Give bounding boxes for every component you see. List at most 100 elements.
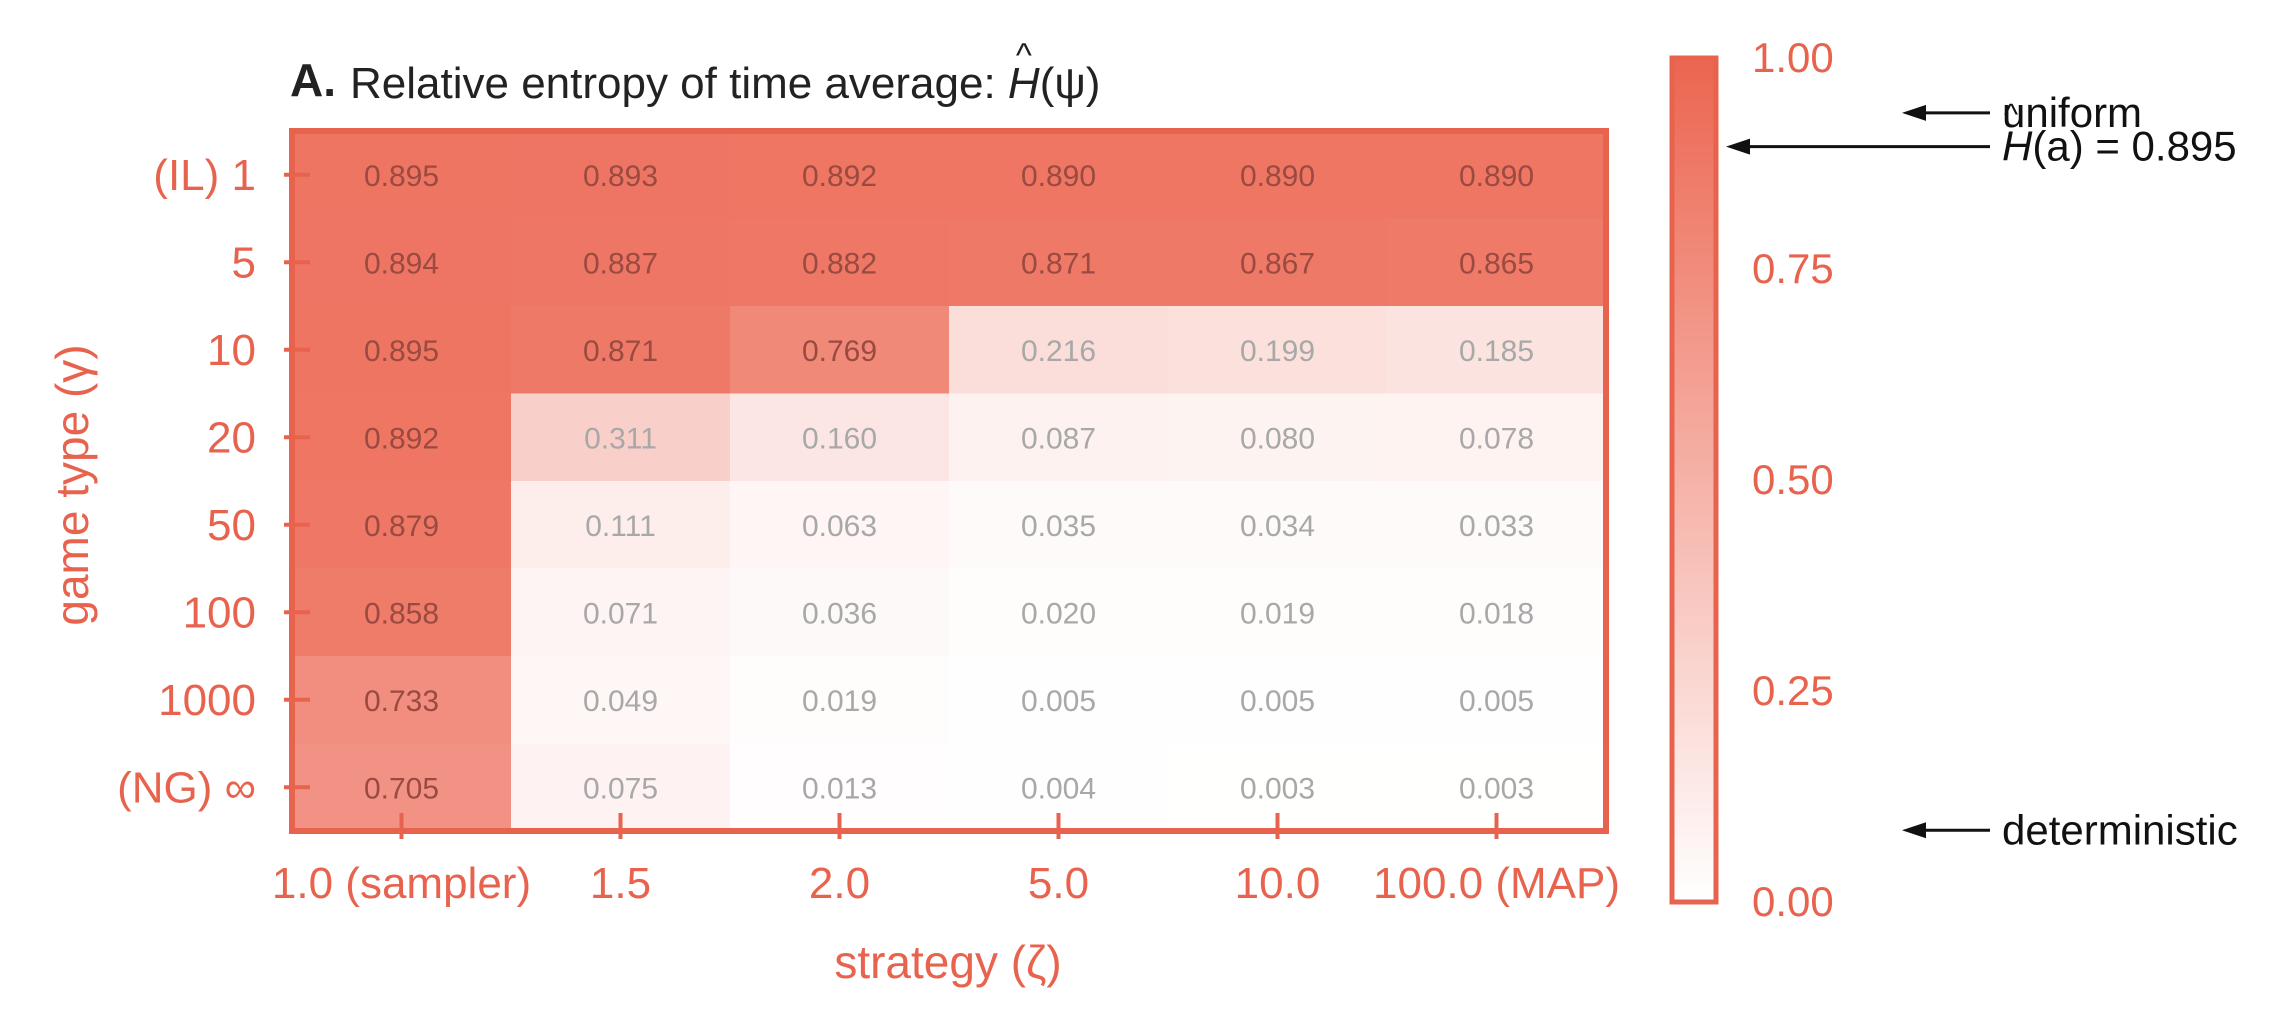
y-axis-label: game type (γ) xyxy=(46,344,98,625)
heatmap-cell xyxy=(1387,656,1607,744)
heatmap-cells xyxy=(292,131,1607,832)
heatmap-cell-label: 0.005 xyxy=(1240,685,1315,718)
heatmap-cell xyxy=(1168,218,1388,307)
y-tick-label: 100 xyxy=(183,588,256,637)
heatmap-cell xyxy=(1387,568,1607,657)
heatmap-cell-label: 0.080 xyxy=(1240,422,1315,455)
heatmap-cell-label: 0.033 xyxy=(1459,510,1534,543)
heatmap-cell xyxy=(730,306,950,394)
heatmap-cell-label: 0.769 xyxy=(802,335,877,368)
heatmap-cell-label: 0.893 xyxy=(583,160,658,193)
heatmap-cell xyxy=(1387,131,1607,219)
annotation-arrow-head xyxy=(1902,822,1926,839)
annotation-arrow-head xyxy=(1726,138,1750,155)
heatmap-cell-label: 0.890 xyxy=(1240,160,1315,193)
heatmap-cell-label: 0.892 xyxy=(364,422,439,455)
heatmap-cell-labels: 0.895 0.893 0.892 0.890 0.890 0.890 0.894 0.887… xyxy=(364,160,1534,806)
heatmap-cell xyxy=(1387,218,1607,307)
heatmap-cell-label: 0.199 xyxy=(1240,335,1315,368)
colorbar-tick-label: 1.00 xyxy=(1752,34,1834,81)
heatmap-cell-label: 0.035 xyxy=(1021,510,1096,543)
heatmap-cell xyxy=(949,568,1169,657)
x-tick-label: 10.0 xyxy=(1235,859,1321,908)
heatmap-cell-label: 0.160 xyxy=(802,422,877,455)
heatmap-cell xyxy=(730,218,950,307)
colorbar-tick-label: 0.25 xyxy=(1752,667,1834,714)
title-arg: (ψ) xyxy=(1040,59,1101,108)
heatmap-cell-label: 0.871 xyxy=(583,335,658,368)
heatmap-cell-label: 0.018 xyxy=(1459,597,1534,630)
y-tick-label: (NG) ∞ xyxy=(117,763,256,812)
heatmap-cell-label: 0.036 xyxy=(802,597,877,630)
annotation-arrow-head xyxy=(1902,104,1926,121)
heatmap-cell-label: 0.892 xyxy=(802,160,877,193)
heatmap-cell-label: 0.895 xyxy=(364,160,439,193)
heatmap-cell-label: 0.733 xyxy=(364,685,439,718)
heatmap-cell-label: 0.005 xyxy=(1021,685,1096,718)
y-tick-label: 20 xyxy=(207,413,256,462)
heatmap-cell-label: 0.887 xyxy=(583,247,658,280)
heatmap-cell-label: 0.019 xyxy=(1240,597,1315,630)
heatmap-cell-label: 0.216 xyxy=(1021,335,1096,368)
colorbar-tick-label: 0.75 xyxy=(1752,245,1834,292)
x-axis-label: strategy (ζ) xyxy=(834,936,1061,988)
x-tick-label: 1.5 xyxy=(590,859,651,908)
heatmap-cell xyxy=(292,393,512,482)
colorbar-tick-label: 0.00 xyxy=(1752,878,1834,925)
annotation-hat-accent: ^ xyxy=(2004,99,2018,132)
heatmap-cell xyxy=(949,481,1169,569)
annotation-deterministic: deterministic xyxy=(2002,806,2238,853)
heatmap-cell xyxy=(1168,656,1388,744)
y-tick-label: (IL) 1 xyxy=(153,151,256,200)
title-symbol: H xyxy=(1008,59,1040,108)
heatmap-cell-label: 0.004 xyxy=(1021,772,1096,805)
heatmap-cell-label: 0.890 xyxy=(1459,160,1534,193)
heatmap-cell-label: 0.882 xyxy=(802,247,877,280)
y-tick-label: 10 xyxy=(207,326,256,375)
heatmap-cell xyxy=(730,393,950,482)
y-tick-label: 1000 xyxy=(158,676,256,725)
x-tick-label: 2.0 xyxy=(809,859,870,908)
annotation-uniform: uniform xyxy=(2002,89,2142,136)
heatmap-cell-label: 0.020 xyxy=(1021,597,1096,630)
heatmap-cell xyxy=(1168,481,1388,569)
heatmap-cell-label: 0.075 xyxy=(583,772,658,805)
heatmap-cell-label: 0.890 xyxy=(1021,160,1096,193)
heatmap-cell-label: 0.087 xyxy=(1021,422,1096,455)
heatmap-cell-label: 0.013 xyxy=(802,772,877,805)
heatmap-cell xyxy=(949,656,1169,744)
chart-title: A. Relative entropy of time average: H(ψ… xyxy=(290,37,1100,108)
heatmap-cell xyxy=(511,393,731,482)
colorbar-tick-label: 0.50 xyxy=(1752,456,1834,503)
heatmap-cell-label: 0.071 xyxy=(583,597,658,630)
heatmap-cell xyxy=(1168,568,1388,657)
y-tick-label: 5 xyxy=(232,238,256,287)
annotation-h-a: H(a) = 0.895 xyxy=(2002,123,2237,170)
colorbar xyxy=(1669,55,1719,905)
heatmap-cell-label: 0.078 xyxy=(1459,422,1534,455)
heatmap-cell-label: 0.111 xyxy=(585,510,656,543)
heatmap-cell xyxy=(949,393,1169,482)
heatmap-cell xyxy=(292,568,512,657)
heatmap-cell xyxy=(1387,393,1607,482)
heatmap-cell xyxy=(511,306,731,394)
heatmap-cell xyxy=(511,218,731,307)
heatmap-cell-label: 0.894 xyxy=(364,247,439,280)
heatmap-cell xyxy=(511,481,731,569)
heatmap-cell-label: 0.034 xyxy=(1240,510,1315,543)
heatmap-cell xyxy=(1387,306,1607,394)
heatmap-cell xyxy=(292,306,512,394)
heatmap-cell xyxy=(1168,393,1388,482)
heatmap-cell-label: 0.185 xyxy=(1459,335,1534,368)
x-axis-ticks: 1.0 (sampler) 1.5 2.0 5.0 10.0 100.0 (MAP) xyxy=(272,813,1620,908)
heatmap-cell-label: 0.003 xyxy=(1240,772,1315,805)
heatmap-cell-label: 0.867 xyxy=(1240,247,1315,280)
heatmap-cell-label: 0.858 xyxy=(364,597,439,630)
heatmap-cell xyxy=(949,306,1169,394)
heatmap-cell xyxy=(949,131,1169,219)
heatmap-cell xyxy=(511,656,731,744)
heatmap-cell xyxy=(1168,131,1388,219)
heatmap-cell xyxy=(1387,481,1607,569)
x-tick-label: 1.0 (sampler) xyxy=(272,859,531,908)
